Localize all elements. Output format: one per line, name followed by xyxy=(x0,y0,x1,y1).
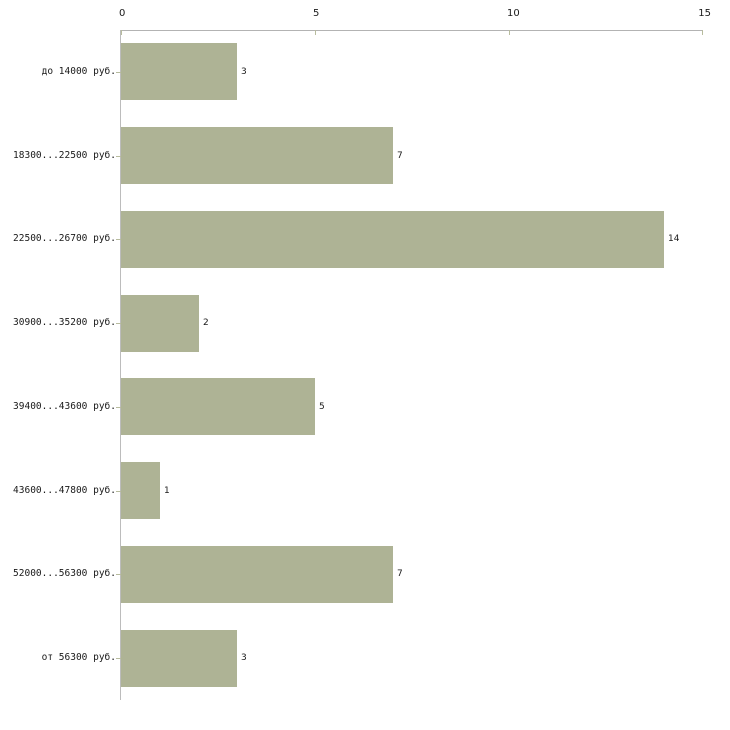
y-tick-1 xyxy=(116,156,121,157)
category-label: от 56300 руб. xyxy=(41,652,116,663)
category-label: 18300...22500 руб. xyxy=(13,150,116,161)
x-tick-0 xyxy=(121,30,122,35)
y-tick-4 xyxy=(116,407,121,408)
y-tick-5 xyxy=(116,491,121,492)
bar[interactable] xyxy=(121,43,237,100)
y-tick-3 xyxy=(116,323,121,324)
y-tick-0 xyxy=(116,72,121,73)
category-label: 52000...56300 руб. xyxy=(13,568,116,579)
bar-value-label: 7 xyxy=(397,569,403,579)
bar[interactable] xyxy=(121,295,199,352)
bar-value-label: 3 xyxy=(241,67,247,77)
bar-value-label: 2 xyxy=(203,318,209,328)
x-axis-line xyxy=(121,30,703,31)
bar-value-label: 14 xyxy=(668,234,680,244)
x-tick-5 xyxy=(315,30,316,35)
category-label: 39400...43600 руб. xyxy=(13,401,116,412)
x-tick-label-5: 5 xyxy=(313,8,320,19)
bar-value-label: 1 xyxy=(164,486,170,496)
y-tick-7 xyxy=(116,658,121,659)
bar[interactable] xyxy=(121,462,160,519)
bar-value-label: 3 xyxy=(241,653,247,663)
category-label: 43600...47800 руб. xyxy=(13,485,116,496)
bar[interactable] xyxy=(121,127,393,184)
bar[interactable] xyxy=(121,630,237,687)
y-tick-2 xyxy=(116,239,121,240)
category-label: 22500...26700 руб. xyxy=(13,233,116,244)
x-tick-label-10: 10 xyxy=(507,8,520,19)
x-tick-label-15: 15 xyxy=(698,8,711,19)
x-tick-15 xyxy=(702,30,703,35)
bar[interactable] xyxy=(121,546,393,603)
bar[interactable] xyxy=(121,378,315,435)
bar-value-label: 5 xyxy=(319,402,325,412)
bar-value-label: 7 xyxy=(397,151,403,161)
x-tick-10 xyxy=(509,30,510,35)
bar[interactable] xyxy=(121,211,664,268)
category-label: до 14000 руб. xyxy=(41,66,116,77)
y-axis-line xyxy=(120,30,121,700)
y-tick-6 xyxy=(116,574,121,575)
category-label: 30900...35200 руб. xyxy=(13,317,116,328)
x-tick-label-0: 0 xyxy=(119,8,126,19)
